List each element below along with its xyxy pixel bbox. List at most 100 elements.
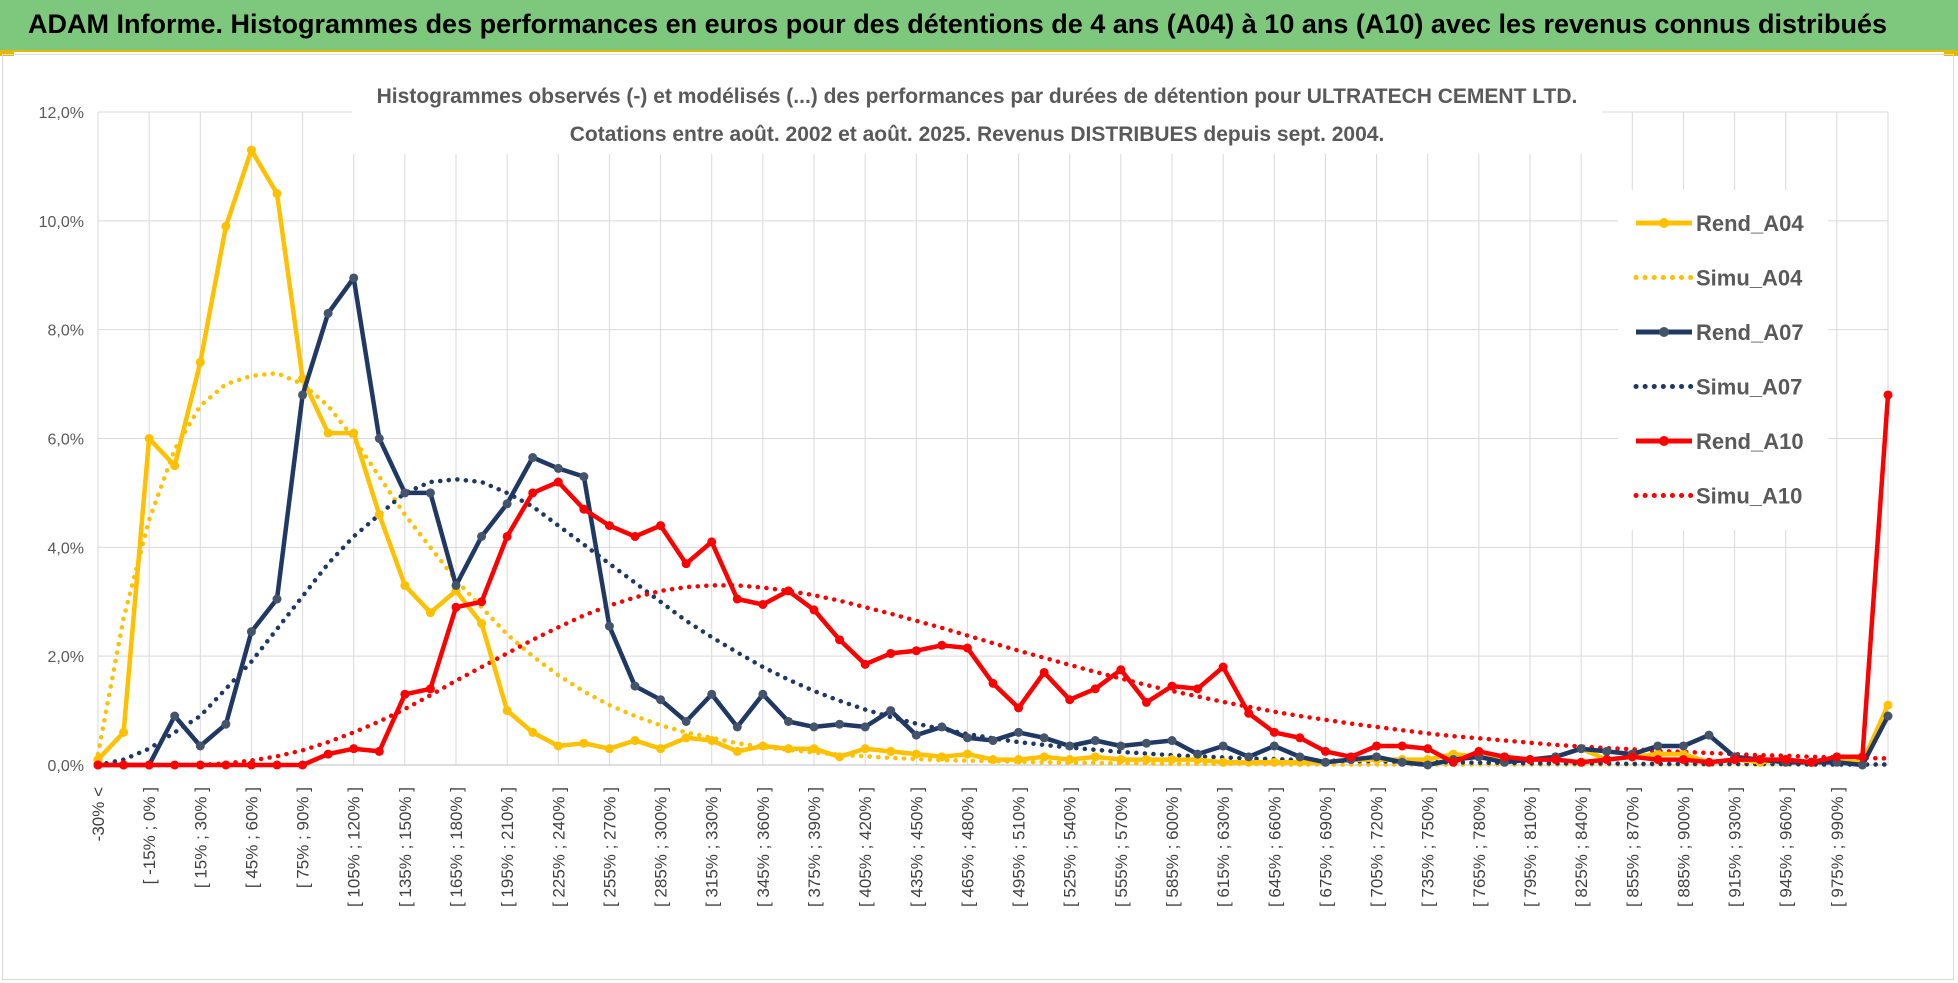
data-point [1576,744,1586,754]
data-point [630,531,640,541]
data-point [272,760,282,770]
legend-item-simu_a07: Simu_A07 [1633,375,1802,400]
data-point [323,749,333,759]
data-point [195,760,205,770]
x-tick-label: [ 45% ; 60% ] [242,787,261,888]
data-point [553,477,563,487]
data-point [1014,703,1024,713]
data-point [221,221,231,231]
data-point [528,727,538,737]
data-point [937,752,947,762]
data-point [298,760,308,770]
data-point [1269,727,1279,737]
data-point [911,749,921,759]
data-point [1397,757,1407,767]
data-point [502,499,512,509]
x-tick-label: [ 675% ; 690% ] [1316,787,1335,907]
chart-subtitle: Cotations entre août. 2002 et août. 2025… [570,123,1385,146]
data-point [1090,684,1100,694]
legend-item-rend_a04: Rend_A04 [1636,211,1804,236]
data-point [783,586,793,596]
data-point [1167,681,1177,691]
data-point [349,273,359,283]
data-point [119,760,129,770]
x-tick-label: [ 825% ; 840% ] [1572,787,1591,907]
data-point [1883,700,1893,710]
data-point [349,744,359,754]
x-axis-ticks: -30% < [ -15% ; 0% ] [ 15% ; 30% ] [ 45% ; … [89,787,1847,907]
data-point [323,308,333,318]
data-point [528,453,538,463]
x-tick-label: [ 465% ; 480% ] [958,787,977,907]
data-point [1448,757,1458,767]
data-point [988,736,998,746]
legend-item-rend_a10: Rend_A10 [1636,429,1804,454]
data-point [1244,752,1254,762]
data-point [1678,741,1688,751]
data-point [860,722,870,732]
title-background [352,74,1602,154]
data-point [553,463,563,473]
data-point [707,537,717,547]
data-point [1730,755,1740,765]
x-tick-label: [ 765% ; 780% ] [1470,787,1489,907]
data-point [298,390,308,400]
x-tick-label: [ 285% ; 300% ] [652,787,671,907]
data-point [835,719,845,729]
x-tick-label: [ 945% ; 960% ] [1777,787,1796,907]
x-tick-label: [ 615% ; 630% ] [1214,787,1233,907]
x-tick-label: [ -15% ; 0% ] [140,787,159,884]
data-point [400,689,410,699]
x-tick-label: [ 705% ; 720% ] [1368,787,1387,907]
data-point [937,640,947,650]
data-point [604,621,614,631]
data-point [886,648,896,658]
data-point [732,594,742,604]
data-point [783,744,793,754]
data-point [681,716,691,726]
data-point [374,746,384,756]
x-tick-label: [ 585% ; 600% ] [1163,787,1182,907]
data-point [528,488,538,498]
data-point [374,434,384,443]
data-point [451,602,461,612]
legend-label: Rend_A04 [1696,211,1804,236]
data-point [1039,667,1049,677]
data-point [1832,752,1842,762]
data-point [1423,760,1433,770]
y-axis-ticks: 0,0% 2,0% 4,0% 6,0% 8,0% 10,0% 12,0% [39,105,84,775]
y-tick-label: 2,0% [48,649,84,666]
data-point [1602,755,1612,765]
data-point [1499,752,1509,762]
data-point [1372,752,1382,762]
data-point [93,760,103,770]
data-point [1167,736,1177,746]
data-point [758,741,768,751]
x-tick-label: [ 75% ; 90% ] [294,787,313,888]
x-tick-label: [ 735% ; 750% ] [1419,787,1438,907]
data-point [1883,711,1893,721]
data-point [579,738,589,748]
y-tick-label: 6,0% [48,432,84,449]
y-tick-label: 8,0% [48,323,84,340]
data-point [1346,752,1356,762]
x-tick-label: [ 405% ; 420% ] [856,787,875,907]
legend-item-simu_a04: Simu_A04 [1633,266,1803,291]
data-point [1704,757,1714,767]
data-point [681,733,691,743]
data-point [400,488,410,498]
data-point [1141,738,1151,748]
data-point [1423,744,1433,754]
data-point [732,722,742,732]
data-point [477,531,487,541]
legend-label: Simu_A07 [1696,375,1802,400]
data-point [1116,755,1126,765]
data-point [604,744,614,754]
x-tick-label: [ 915% ; 930% ] [1726,787,1745,907]
legend-marker [1659,218,1669,228]
x-tick-label: [ 525% ; 540% ] [1061,787,1080,907]
x-tick-label: [ 495% ; 510% ] [1010,787,1029,907]
data-point [988,755,998,765]
data-point [809,605,819,615]
